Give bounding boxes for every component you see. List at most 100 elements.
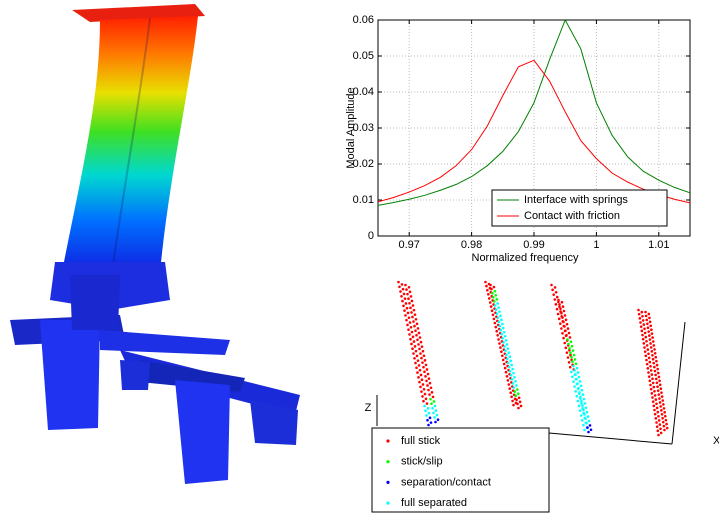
contact-point xyxy=(555,295,559,299)
contact-point xyxy=(658,401,662,404)
contact-point xyxy=(514,394,517,398)
contact-point xyxy=(495,329,499,333)
contact-point xyxy=(650,373,654,376)
contact-point xyxy=(514,380,517,383)
y-tick-label: 0.03 xyxy=(353,122,374,134)
legend-marker xyxy=(386,439,390,443)
contact-point xyxy=(651,381,655,385)
contact-point xyxy=(510,363,513,367)
contact-point xyxy=(494,308,498,311)
x-tick-label: 1.01 xyxy=(648,239,669,251)
contact-point xyxy=(434,409,438,412)
contact-point xyxy=(431,407,434,410)
contact-point xyxy=(500,318,503,322)
contact-point xyxy=(422,354,426,358)
box-edge xyxy=(671,321,686,445)
contact-point xyxy=(649,369,653,372)
contact-point xyxy=(563,325,566,328)
contact-point xyxy=(571,349,575,352)
contact-point xyxy=(429,397,432,401)
contact-point xyxy=(401,287,405,291)
contact-point xyxy=(427,388,430,392)
contact-point xyxy=(436,418,440,422)
contact-point xyxy=(497,320,501,324)
contact-point xyxy=(424,375,427,378)
contact-point xyxy=(654,398,658,401)
contact-point xyxy=(413,345,417,348)
contact-point xyxy=(584,406,588,410)
contact-point xyxy=(650,328,653,332)
contact-point xyxy=(573,369,576,372)
contact-point xyxy=(498,310,501,313)
contact-point xyxy=(418,336,422,339)
contact-point xyxy=(645,344,649,347)
legend-box xyxy=(491,189,668,227)
contact-point xyxy=(645,339,648,343)
contact-point xyxy=(416,371,419,374)
contact-point xyxy=(564,346,568,350)
contact-point xyxy=(654,355,658,359)
contact-point xyxy=(504,339,508,342)
contact-point xyxy=(659,405,662,408)
contact-point xyxy=(516,388,519,391)
contact-point xyxy=(517,406,520,410)
contact-point xyxy=(566,327,570,330)
contact-point xyxy=(658,379,661,383)
contact-point xyxy=(569,351,572,355)
contact-point xyxy=(551,288,554,292)
contact-point xyxy=(572,380,575,383)
contact-point xyxy=(587,419,591,423)
contact-point xyxy=(653,352,657,355)
contact-point xyxy=(649,387,653,391)
contact-point xyxy=(647,312,651,316)
contact-point xyxy=(647,352,650,356)
contact-point xyxy=(574,362,578,366)
contact-point xyxy=(555,307,559,311)
contact-point xyxy=(553,298,557,301)
contact-point xyxy=(423,392,427,396)
contact-point xyxy=(647,330,650,333)
legend-label: stick/slip xyxy=(401,456,443,468)
contact-point xyxy=(559,322,562,325)
contact-point xyxy=(411,304,415,307)
contact-point xyxy=(428,416,432,420)
contact-point xyxy=(502,341,505,344)
contact-point xyxy=(408,301,411,305)
contact-point xyxy=(420,345,424,348)
contact-point xyxy=(413,356,416,360)
contact-point xyxy=(660,412,664,416)
contact-point xyxy=(587,430,590,434)
contact-point xyxy=(655,402,658,406)
contact-point xyxy=(419,373,423,377)
contact-point xyxy=(427,377,431,380)
contact-point xyxy=(502,362,506,366)
contact-point xyxy=(579,414,583,417)
contact-point xyxy=(417,376,420,379)
contact-point xyxy=(571,360,574,363)
contact-point xyxy=(416,338,419,342)
contact-point xyxy=(577,404,581,408)
contact-point xyxy=(492,300,496,303)
contact-point xyxy=(656,429,660,433)
contact-point xyxy=(510,378,514,381)
contact-point xyxy=(424,363,428,367)
contact-point xyxy=(428,381,432,385)
contact-point xyxy=(580,402,583,405)
contact-point xyxy=(507,365,511,369)
contact-point xyxy=(403,309,406,312)
contact-point xyxy=(506,361,510,365)
contact-point xyxy=(648,379,652,383)
contact-point xyxy=(588,424,592,427)
contact-point xyxy=(652,404,656,408)
contact-point xyxy=(564,329,567,333)
contact-point xyxy=(505,353,508,357)
contact-point xyxy=(417,331,421,335)
contact-point xyxy=(642,323,646,326)
legend-label: Contact with friction xyxy=(524,210,620,222)
contact-point xyxy=(574,390,577,393)
contact-point xyxy=(430,391,434,394)
contact-point xyxy=(576,371,580,374)
contact-point xyxy=(493,289,497,293)
contact-point xyxy=(637,308,640,312)
